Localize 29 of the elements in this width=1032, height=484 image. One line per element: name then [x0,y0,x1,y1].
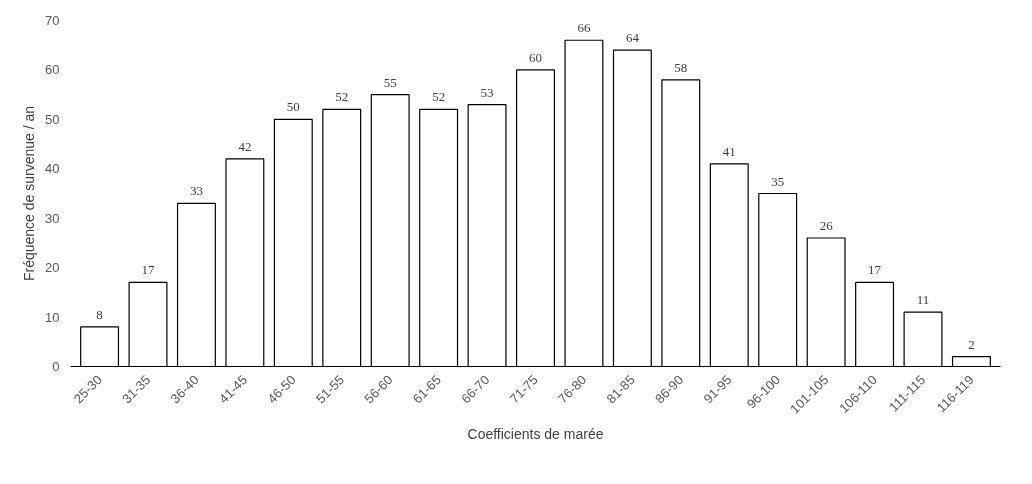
data-label: 55 [383,74,397,90]
data-label: 64 [625,30,640,46]
data-label: 35 [771,173,785,189]
y-axis-title: Fréquence de survenue / an [21,105,38,282]
data-label: 58 [674,59,688,75]
data-label: 50 [286,99,300,115]
data-label: 17 [868,262,882,278]
y-tick-label: 60 [45,62,60,78]
data-label: 52 [335,89,349,105]
data-label: 53 [480,84,494,100]
data-label: 42 [238,138,252,154]
data-label: 66 [577,20,591,36]
y-tick-label: 0 [52,359,60,374]
data-label: 11 [916,292,930,308]
y-tick-label: 30 [45,210,60,226]
y-tick-label: 50 [45,111,60,127]
data-label: 41 [722,143,736,159]
data-label: 8 [96,306,103,322]
y-tick-label: 20 [45,260,60,276]
data-label: 33 [189,183,203,199]
data-label: 17 [141,262,155,278]
data-label: 2 [968,336,975,352]
y-tick-label: 70 [45,13,60,28]
data-label: 26 [819,217,834,233]
x-axis-title: Coefficients de marée [467,425,604,442]
y-tick-label: 40 [45,161,60,177]
data-label: 60 [529,49,542,65]
y-tick-label: 10 [45,309,60,325]
data-label: 52 [432,89,446,105]
